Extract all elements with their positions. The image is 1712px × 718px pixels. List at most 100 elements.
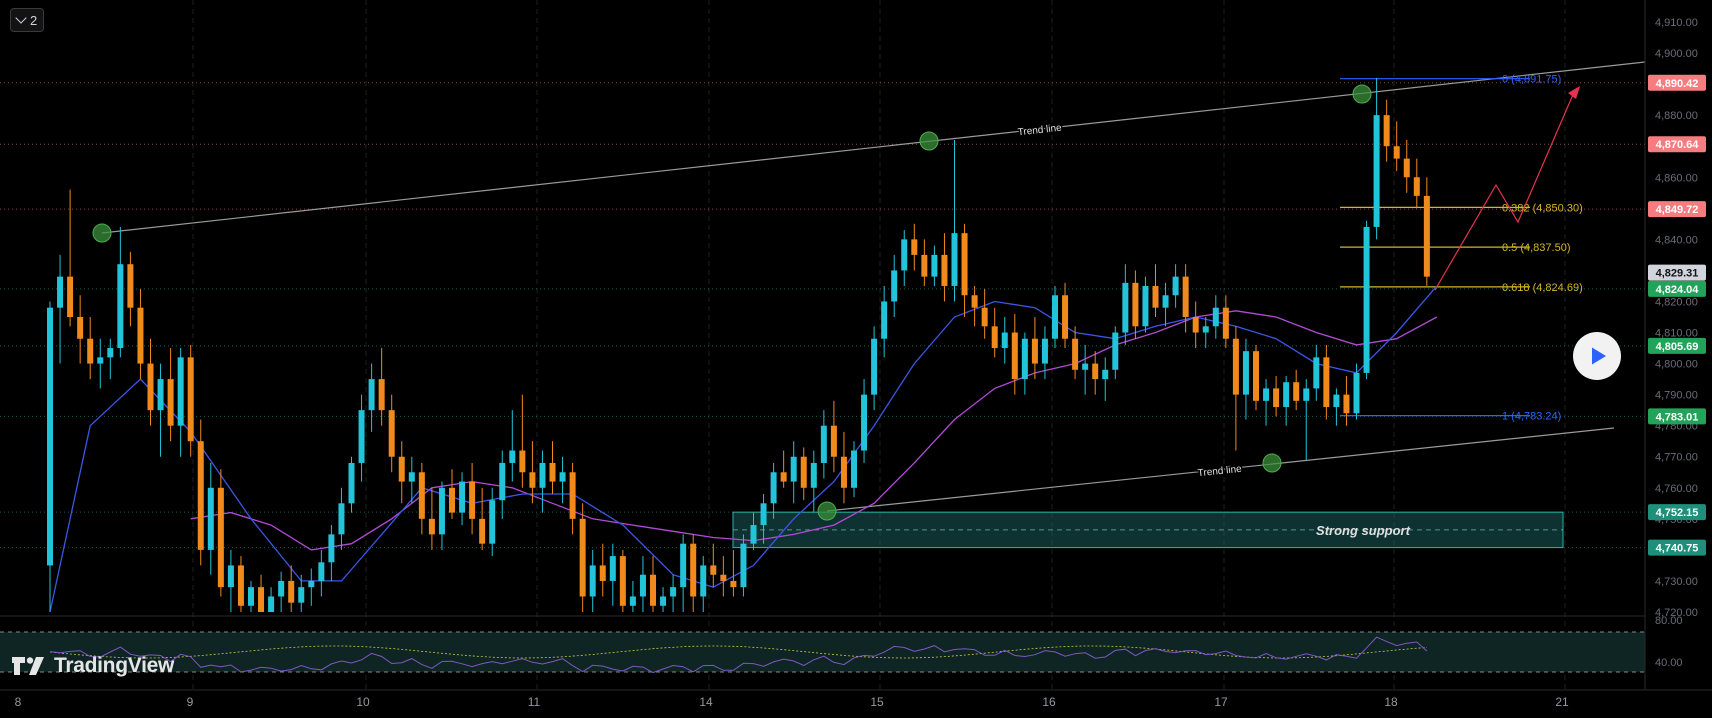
candle-body [348, 462, 355, 504]
candle-body [479, 518, 486, 544]
price-axis-tick: 4,720.00 [1655, 607, 1698, 619]
candle-body [1112, 332, 1119, 370]
price-axis-tick: 4,790.00 [1655, 390, 1698, 402]
ma-blue-line [49, 285, 1438, 612]
candle-body [579, 518, 586, 597]
candle-body [861, 394, 868, 451]
candle-body [911, 239, 918, 255]
price-badge [1648, 539, 1706, 556]
pivot-marker [1262, 453, 1282, 473]
candle-body [1383, 115, 1390, 147]
pivot-marker [1352, 84, 1372, 104]
candle-body [428, 518, 435, 535]
price-axis-tick: 4,760.00 [1655, 483, 1698, 495]
candle-body [1031, 338, 1038, 364]
candle-body [1403, 158, 1410, 178]
chevron-down-icon [15, 12, 27, 24]
upper-trend-line [101, 61, 1646, 234]
candle-body [519, 450, 526, 473]
price-axis-tick: 4,730.00 [1655, 576, 1698, 588]
candle-body [308, 580, 315, 588]
candle-body [609, 556, 616, 581]
candle-body [1222, 307, 1229, 339]
candle-body [288, 580, 295, 603]
pivot-marker [92, 223, 112, 243]
candle-body [1132, 282, 1139, 327]
candle-body [127, 264, 134, 308]
rsi-axis-tick: 40.00 [1655, 657, 1683, 669]
price-badge [1648, 337, 1706, 354]
time-axis-tick: 9 [187, 695, 194, 709]
candle-body [981, 307, 988, 327]
price-axis: 4,910.004,900.004,890.004,880.004,870.00… [1655, 17, 1698, 619]
lower-trend-line [826, 427, 1615, 512]
replay-play-button[interactable] [1573, 332, 1621, 380]
candle-body [650, 574, 656, 606]
candle-body [891, 270, 898, 302]
vertical-grid [192, 0, 1566, 690]
fib-level-label: 1 (4,783.24) [1502, 411, 1561, 423]
candle-body [1142, 285, 1149, 327]
candle-body [328, 534, 335, 563]
candle-body [770, 472, 777, 504]
candle-body [167, 379, 174, 426]
candle-body [469, 481, 476, 519]
price-badge [1648, 504, 1706, 521]
candle-body [197, 441, 204, 550]
fib-level-label: 0 (4,891.75) [1502, 74, 1561, 86]
candle-body [1293, 382, 1300, 401]
candle-body [559, 472, 566, 482]
price-axis-tick: 4,880.00 [1655, 110, 1698, 122]
candle-body [268, 596, 275, 612]
candle-body [881, 301, 888, 339]
candle-body [991, 326, 998, 349]
candle-body [1393, 146, 1400, 159]
price-badge-label: 4,752.15 [1656, 507, 1699, 519]
time-axis-tick: 14 [699, 695, 713, 709]
candle-body [901, 239, 908, 271]
candle-body [1041, 338, 1048, 364]
candle-body [358, 410, 365, 463]
collapse-button[interactable]: 2 [10, 8, 45, 32]
price-pane [47, 77, 1438, 612]
candle-body [57, 276, 64, 308]
candle-body [589, 565, 596, 597]
candle-body [720, 574, 727, 581]
candle-body [338, 503, 345, 535]
candle-body [1001, 332, 1008, 349]
price-axis-tick: 4,770.00 [1655, 452, 1698, 464]
candle-body [97, 357, 104, 364]
time-axis: 8 9 10 11 14 15 16 17 18 21 [15, 695, 1569, 709]
support-zone-label: Strong support [1316, 523, 1411, 538]
projection-arrowhead [1568, 86, 1580, 99]
price-axis-tick: 4,860.00 [1655, 172, 1698, 184]
candle-body [1162, 295, 1169, 308]
candle-body [418, 472, 425, 519]
price-badge-label: 4,805.69 [1656, 341, 1699, 353]
fib-level-label: 0.618 (4,824.69) [1502, 282, 1583, 294]
candle-body [549, 462, 556, 482]
candle-body [1283, 382, 1290, 408]
price-badge [1648, 264, 1706, 281]
time-axis-tick: 10 [356, 695, 370, 709]
price-badge-label: 4,829.31 [1656, 268, 1699, 280]
pivot-marker [919, 131, 939, 151]
candle-body [529, 472, 536, 488]
candle-body [388, 410, 395, 457]
candle-body [730, 580, 737, 588]
rsi-line [49, 636, 1428, 674]
candle-body [1343, 394, 1350, 414]
candle-body [1122, 282, 1129, 333]
candle-body [298, 587, 305, 603]
candle-body [941, 254, 948, 286]
candle-body [187, 357, 194, 442]
candle-body [237, 565, 244, 606]
candle-body [398, 456, 405, 482]
candle-body [177, 357, 184, 426]
candle-body [810, 462, 817, 488]
upper-trend-line-label: Trend line [1017, 123, 1062, 139]
candle-body [499, 462, 506, 501]
candle-body [1273, 388, 1280, 408]
candle-body [639, 574, 646, 597]
